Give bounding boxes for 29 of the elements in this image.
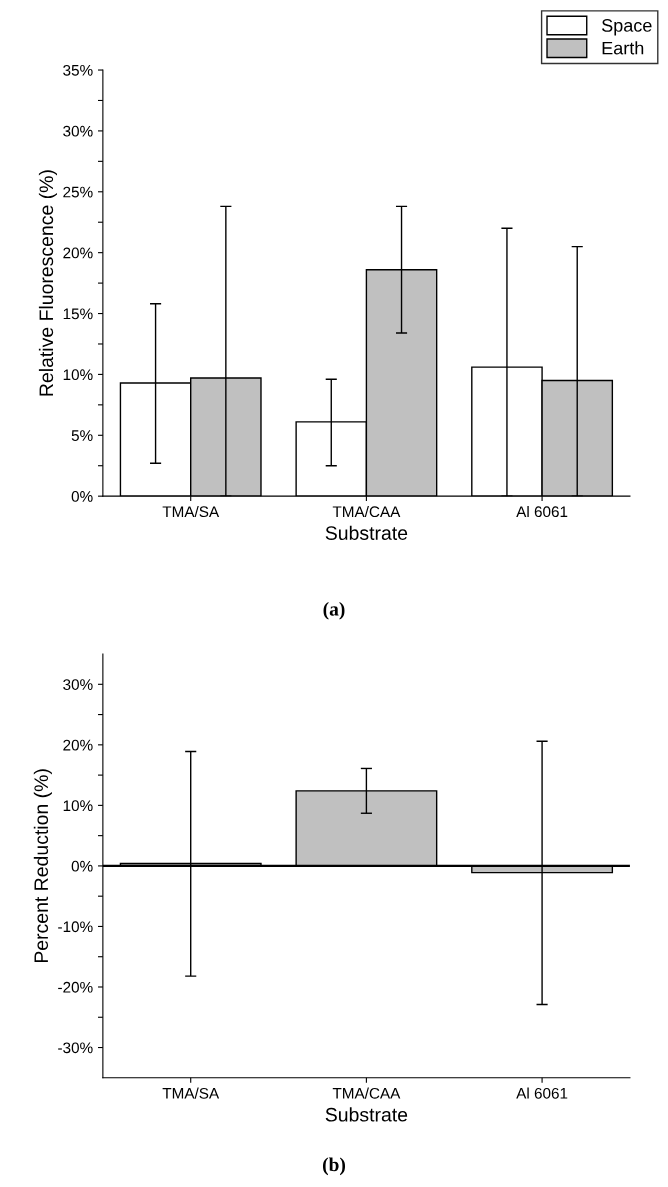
x-tick-label: Al 6061 [516, 505, 568, 518]
x-tick-label: TMA/SA [162, 1087, 220, 1099]
y-tick-label: -20% [58, 981, 93, 993]
x-tick-label: TMA/CAA [332, 505, 401, 518]
y-tick-label: -10% [58, 921, 93, 933]
y-tick-label: 5% [71, 430, 93, 441]
y-tick-label: -30% [58, 1042, 93, 1054]
y-tick-label: 35% [63, 64, 93, 76]
y-tick-label: 30% [63, 125, 93, 137]
x-axis-title: Substrate [325, 1107, 408, 1122]
y-tick-label: 20% [63, 739, 93, 751]
legend-label: Earth [602, 41, 644, 55]
y-tick-label: 30% [63, 679, 93, 690]
legend-label: Space [602, 19, 652, 36]
y-tick-label: 0% [71, 491, 93, 502]
y-tick-label: 15% [63, 308, 93, 320]
y-axis-title: Relative Fluorescence (%) [38, 170, 58, 396]
text: (a) [323, 601, 345, 620]
x-tick-label: Al 6061 [516, 1087, 568, 1099]
y-tick-label: 20% [63, 247, 93, 259]
y-tick-label: 0% [71, 860, 93, 872]
x-tick-label: TMA/CAA [332, 1087, 401, 1099]
x-axis-title: Substrate [325, 525, 408, 540]
y-tick-label: 10% [63, 369, 93, 381]
text: (b) [322, 1157, 346, 1176]
y-axis-title: Percent Reduction (%) [33, 769, 52, 963]
y-tick-label: 25% [63, 186, 93, 198]
y-tick-label: 10% [63, 800, 93, 812]
x-tick-label: TMA/SA [162, 505, 220, 518]
